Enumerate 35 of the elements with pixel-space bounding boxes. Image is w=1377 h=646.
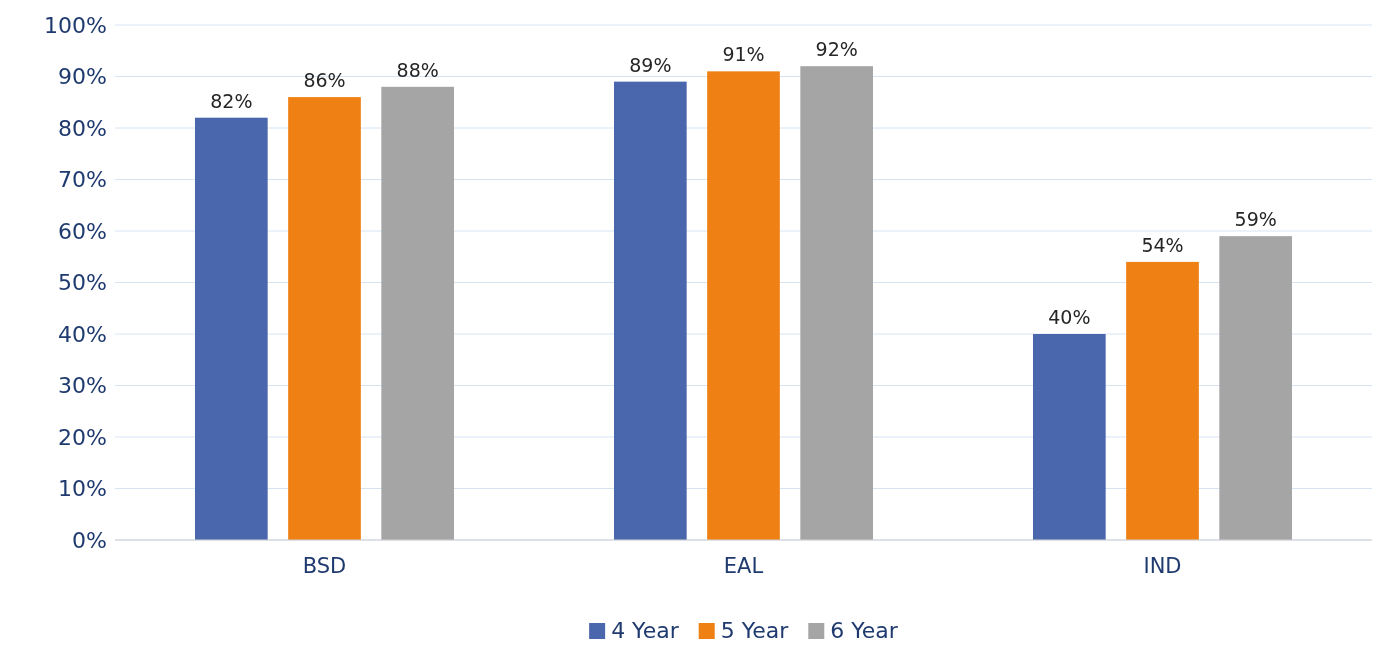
y-tick-label: 40% [58, 321, 107, 347]
bar [614, 81, 687, 540]
y-tick-label: 20% [58, 424, 107, 450]
legend-label: 5 Year [720, 618, 790, 643]
data-label: 82% [210, 89, 253, 112]
y-tick-label: 70% [58, 167, 107, 193]
y-tick-label: 0% [72, 527, 107, 553]
bar [1033, 334, 1106, 540]
data-label: 91% [722, 43, 765, 66]
data-label: 86% [303, 69, 346, 92]
bar [800, 66, 873, 540]
data-label: 54% [1141, 233, 1184, 256]
data-label: 40% [1048, 306, 1091, 328]
data-label: 88% [396, 58, 439, 81]
bar [1126, 261, 1199, 540]
y-tick-label: 10% [58, 476, 107, 502]
data-label: 59% [1234, 208, 1277, 231]
data-label: 89% [629, 53, 672, 76]
legend-label: 6 Year [830, 618, 899, 643]
legend-label: 4 Year [611, 618, 680, 643]
data-label: 92% [815, 38, 858, 61]
x-tick-label: EAL [723, 553, 764, 578]
bar [288, 97, 361, 540]
x-tick-label: IND [1143, 553, 1182, 578]
y-tick-label: 60% [58, 218, 107, 244]
y-tick-label: 50% [58, 270, 107, 296]
bar [1219, 236, 1292, 540]
y-tick-label: 30% [58, 373, 107, 399]
bar [707, 71, 780, 540]
y-tick-label: 80% [58, 115, 107, 141]
bar [195, 117, 268, 540]
y-tick-label: 100% [44, 12, 107, 38]
x-tick-label: BSD [302, 553, 347, 578]
y-tick-label: 90% [58, 64, 107, 90]
bar [381, 86, 454, 540]
